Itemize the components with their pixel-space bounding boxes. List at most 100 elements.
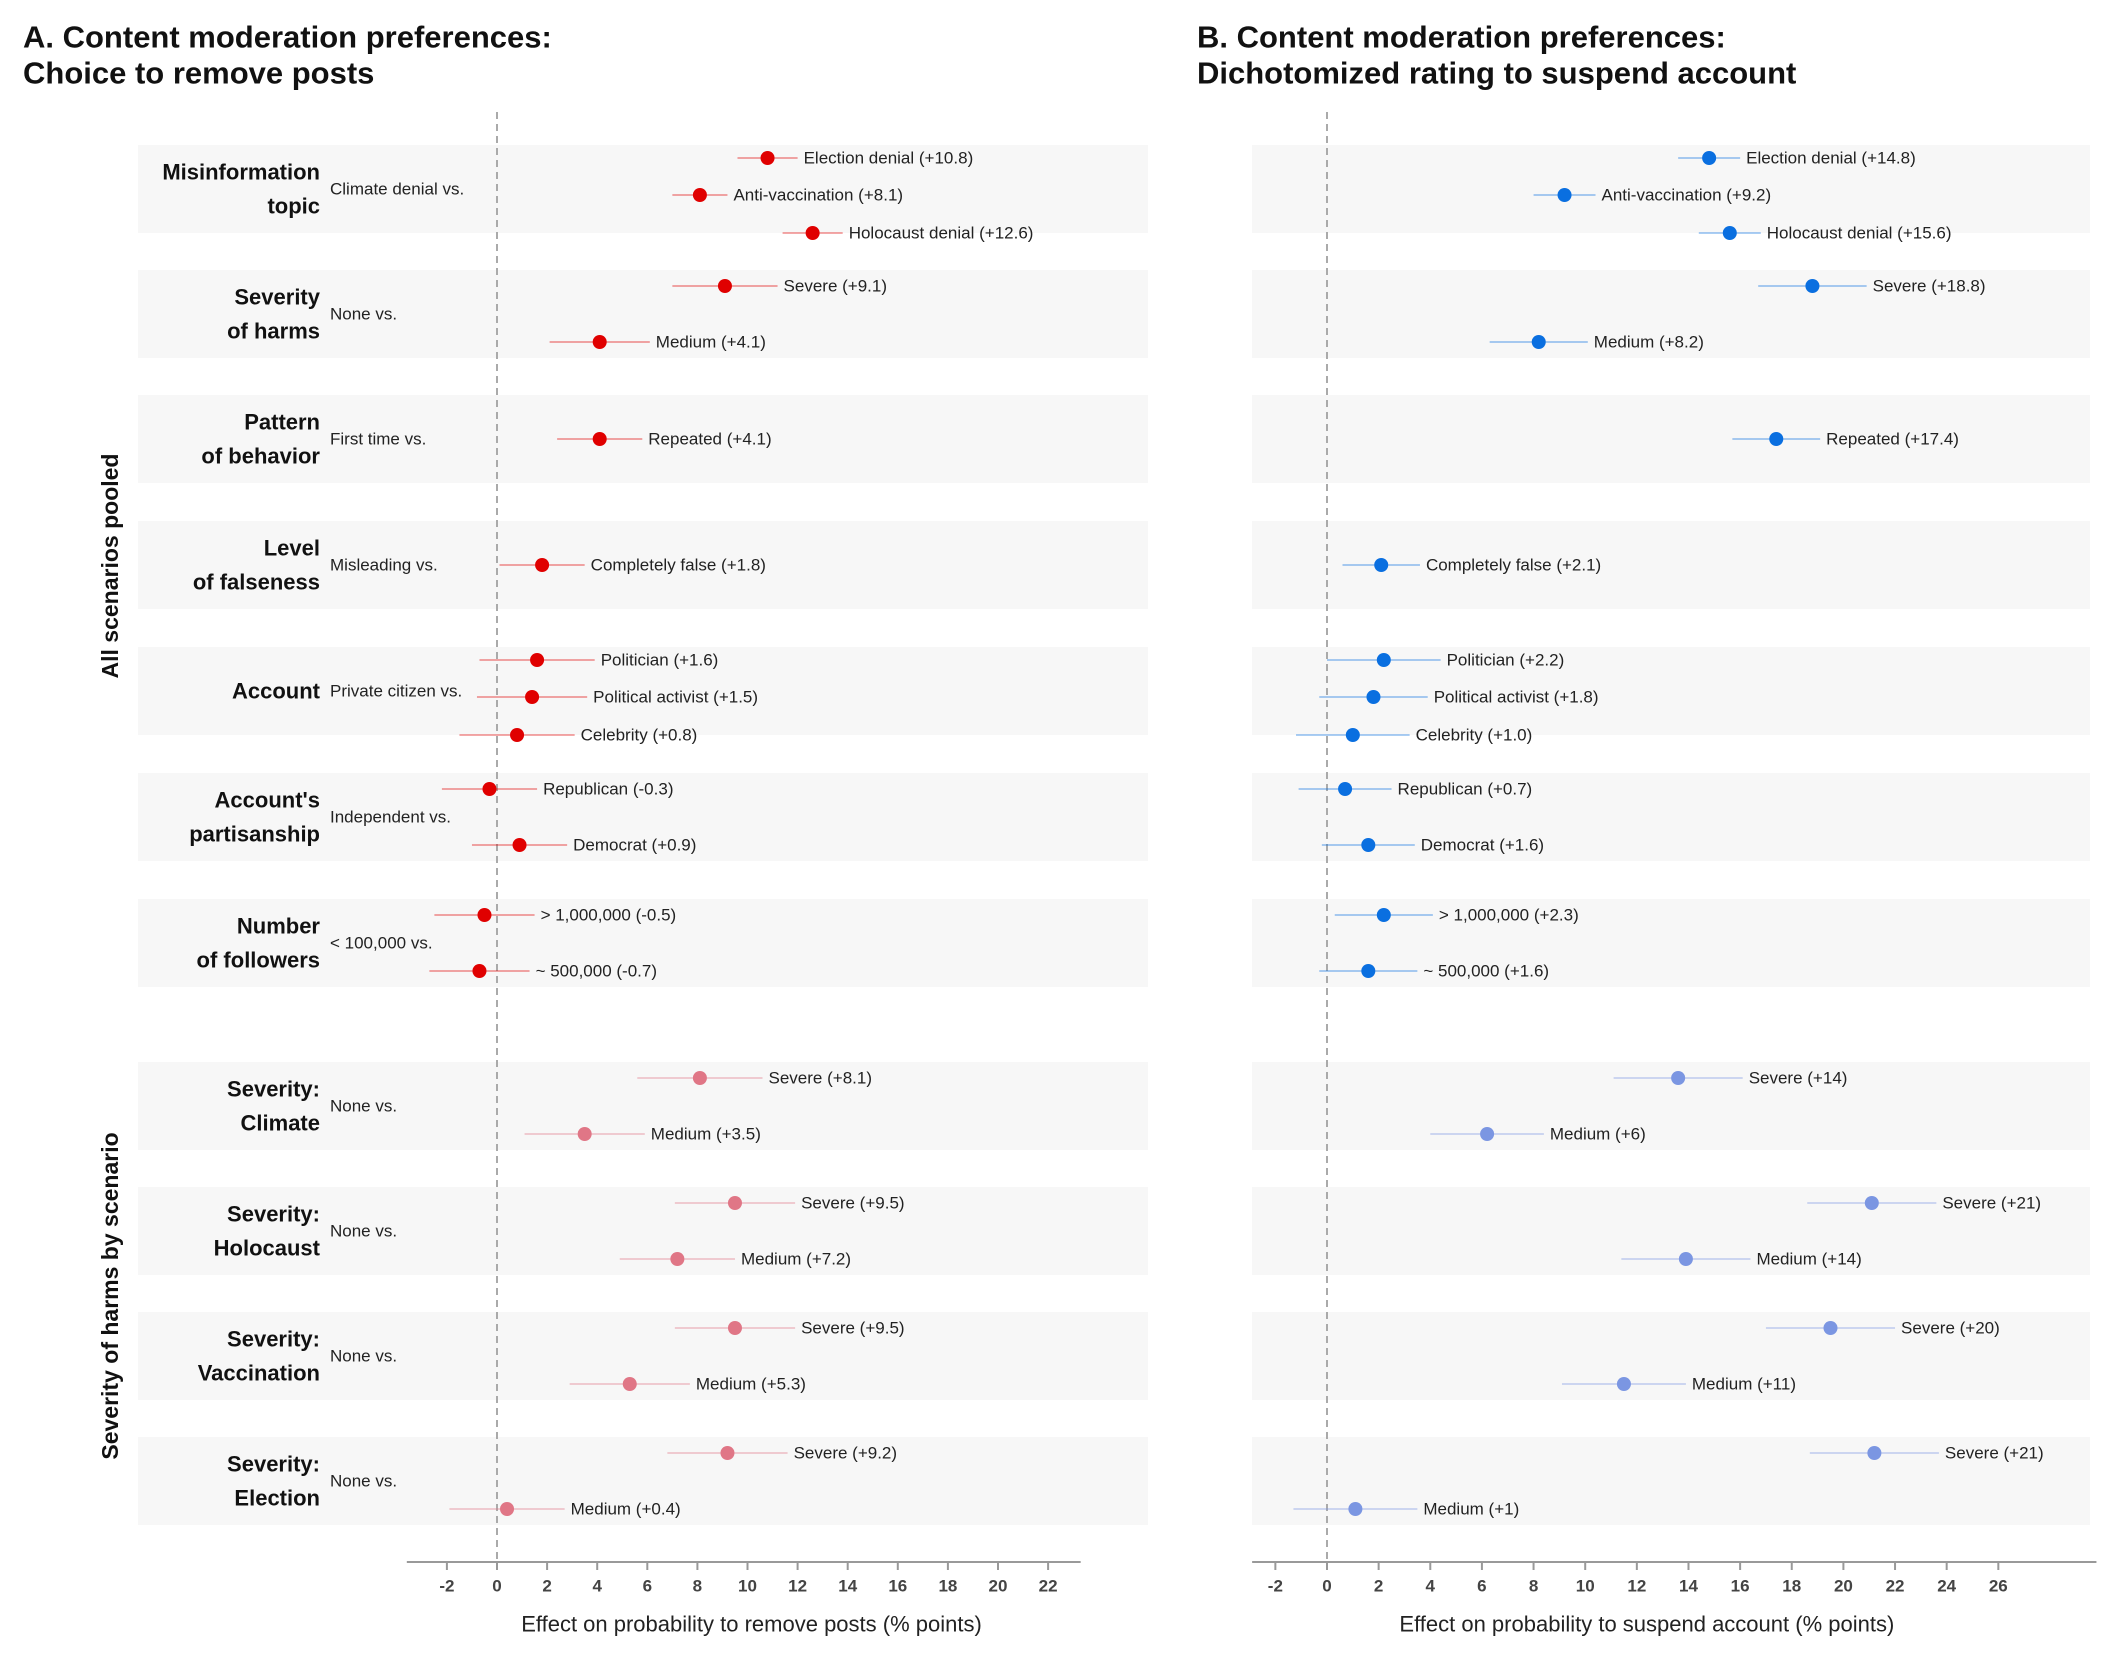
data-label: > 1,000,000 (-0.5) (541, 906, 677, 925)
panel-titles: A. Content moderation preferences:Choice… (23, 20, 1796, 91)
data-point (692, 1071, 707, 1085)
data-point (717, 279, 732, 293)
data-point (1823, 1321, 1838, 1335)
baseline-label: Independent vs. (330, 808, 451, 827)
data-label: Severe (+20) (1901, 1319, 2000, 1338)
data-label: Medium (+7.2) (741, 1250, 851, 1269)
data-label: Repeated (+4.1) (648, 430, 771, 449)
group-label: Severity: (227, 1452, 320, 1477)
x-tick-label: 6 (1477, 1577, 1486, 1596)
data-label: Election denial (+10.8) (804, 149, 974, 168)
group-label: of followers (197, 948, 320, 973)
x-tick-label: 8 (1529, 1577, 1538, 1596)
data-label: Medium (+0.4) (571, 1500, 681, 1519)
data-label: Politician (+2.2) (1447, 651, 1565, 670)
group-label: of harms (227, 319, 320, 344)
x-tick-label: 4 (1426, 1577, 1436, 1596)
data-label: Medium (+1) (1423, 1500, 1519, 1519)
baseline-label: None vs. (330, 1472, 397, 1491)
x-tick-label: 22 (1039, 1577, 1058, 1596)
data-label: Severe (+21) (1945, 1444, 2044, 1463)
group-band (1252, 395, 2090, 483)
baseline-label: First time vs. (330, 430, 426, 449)
group-band (138, 270, 1148, 358)
data-point (1805, 279, 1820, 293)
baseline-label: < 100,000 vs. (330, 934, 433, 953)
data-point (512, 838, 527, 852)
data-label: Medium (+6) (1550, 1125, 1646, 1144)
x-tick-label: 20 (1834, 1577, 1853, 1596)
x-tick-label: -2 (439, 1577, 454, 1596)
data-point (670, 1252, 685, 1266)
zero-reference-lines (496, 112, 1328, 1562)
data-label: Severe (+9.5) (801, 1194, 904, 1213)
data-point (530, 653, 545, 667)
data-point (1376, 908, 1391, 922)
data-point (1722, 226, 1737, 240)
group-label: topic (267, 194, 320, 219)
data-point (727, 1321, 742, 1335)
x-tick-label: 8 (693, 1577, 702, 1596)
data-label: Medium (+3.5) (651, 1125, 761, 1144)
group-band (138, 899, 1148, 987)
group-band (1252, 1437, 2090, 1525)
data-label: Severe (+9.2) (794, 1444, 897, 1463)
data-label: Democrat (+0.9) (573, 836, 696, 855)
x-tick-label: 16 (888, 1577, 907, 1596)
data-label: Republican (-0.3) (543, 780, 673, 799)
data-label: Severe (+8.1) (769, 1069, 872, 1088)
group-label: partisanship (189, 822, 320, 847)
group-label: Severity: (227, 1077, 320, 1102)
x-tick-label: 22 (1886, 1577, 1905, 1596)
data-point (592, 432, 607, 446)
data-label: Medium (+11) (1692, 1375, 1796, 1394)
group-band (138, 145, 1148, 233)
data-label: Election denial (+14.8) (1746, 149, 1916, 168)
group-band (1252, 145, 2090, 233)
x-tick-label: 18 (1782, 1577, 1801, 1596)
group-band (1252, 1062, 2090, 1150)
x-tick-label: 0 (492, 1577, 501, 1596)
data-point (727, 1196, 742, 1210)
data-point (525, 690, 540, 704)
data-label: Completely false (+1.8) (591, 556, 766, 575)
group-band (1252, 773, 2090, 861)
data-label: Politician (+1.6) (601, 651, 719, 670)
data-label: Anti-vaccination (+9.2) (1602, 186, 1772, 205)
group-label: Climate (241, 1111, 320, 1136)
x-tick-label: 24 (1937, 1577, 1956, 1596)
x-tick-label: 10 (738, 1577, 757, 1596)
group-label: Severity: (227, 1202, 320, 1227)
data-point (1557, 188, 1572, 202)
x-tick-label: 16 (1731, 1577, 1750, 1596)
data-point (720, 1446, 735, 1460)
data-label: Medium (+8.2) (1594, 333, 1704, 352)
data-point (1864, 1196, 1879, 1210)
group-band (138, 1062, 1148, 1150)
group-label: Severity (234, 285, 320, 310)
data-point (500, 1502, 515, 1516)
data-point (622, 1377, 637, 1391)
panel-title: Choice to remove posts (23, 56, 374, 91)
data-label: Political activist (+1.5) (593, 688, 758, 707)
data-label: Celebrity (+0.8) (581, 726, 698, 745)
data-marks: Election denial (+10.8) Anti-vaccination … (429, 149, 2044, 1519)
group-label: Holocaust (214, 1236, 321, 1261)
group-band (138, 395, 1148, 483)
data-label: Medium (+4.1) (656, 333, 766, 352)
data-point (1376, 653, 1391, 667)
data-label: > 1,000,000 (+2.3) (1439, 906, 1579, 925)
data-point (1671, 1071, 1686, 1085)
group-band (1252, 647, 2090, 735)
data-label: Political activist (+1.8) (1434, 688, 1599, 707)
baseline-label: None vs. (330, 305, 397, 324)
data-point (1531, 335, 1546, 349)
x-tick-label: 4 (592, 1577, 602, 1596)
data-point (692, 188, 707, 202)
group-label: Vaccination (198, 1361, 320, 1386)
group-label: of falseness (193, 570, 320, 595)
data-point (1769, 432, 1784, 446)
group-label: Account (232, 679, 321, 704)
data-label: Severe (+21) (1942, 1194, 2041, 1213)
data-point (1338, 782, 1353, 796)
